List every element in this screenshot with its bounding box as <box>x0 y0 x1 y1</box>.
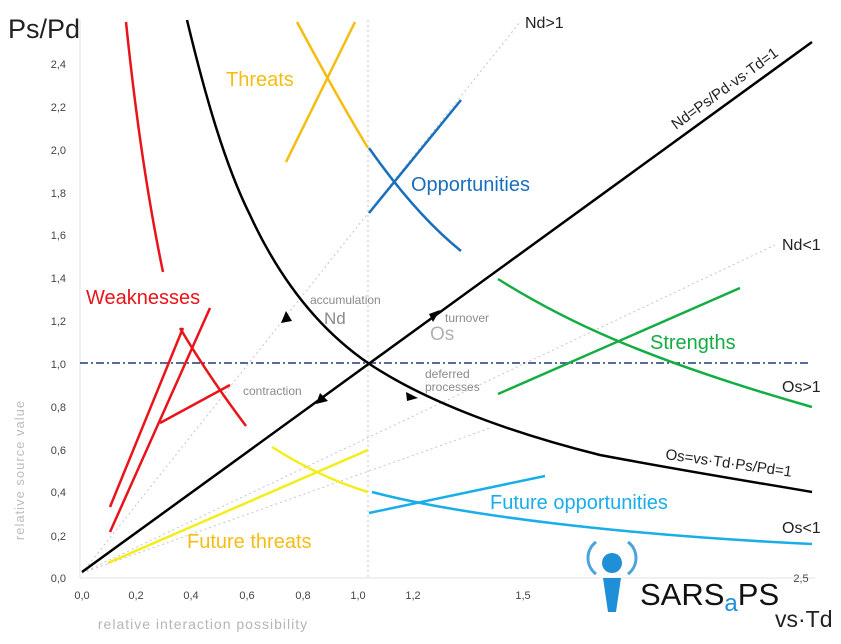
y-axis-title: Ps/Pd <box>8 14 80 44</box>
future-threats-line-falling <box>271 445 369 494</box>
x-tick: 0,0 <box>74 590 89 602</box>
y-side-label: relative source value <box>12 400 27 540</box>
y-tick: 2,2 <box>51 102 66 114</box>
lower-guide <box>81 427 491 574</box>
nd-equals-label: Nd=Ps/Pd·vs·Td=1 <box>668 45 781 134</box>
threats-lines <box>284 21 370 163</box>
opportunities-lines <box>367 99 462 252</box>
nd-equals-line <box>81 40 813 574</box>
y-tick: 1,6 <box>51 230 66 242</box>
future-threats-lines <box>107 445 369 565</box>
logo-icon <box>586 540 638 612</box>
x-tick: 1,0 <box>350 590 365 602</box>
future-opportunities-label: Future opportunities <box>490 492 668 514</box>
threats-line-rising <box>284 21 357 163</box>
future-opportunities-lines <box>368 474 813 546</box>
x-tick: 0,4 <box>183 590 198 602</box>
turnover-label: turnover <box>445 311 489 325</box>
deferred-label: deferred <box>425 367 470 381</box>
logo-text: SARSaPS <box>640 577 779 617</box>
nd-lt-label: Nd<1 <box>782 237 821 254</box>
future-threats-label: Future threats <box>187 531 312 553</box>
weaknesses-line-1 <box>108 327 185 508</box>
y-tick: 0,8 <box>51 402 66 414</box>
logo-body <box>603 578 621 612</box>
future-opportunities-line-rising <box>368 474 546 515</box>
y-tick: 0,0 <box>51 573 66 585</box>
weaknesses-line-3 <box>178 327 248 427</box>
main-curves <box>81 19 813 574</box>
os-marker-label: Os <box>430 324 454 345</box>
y-tick: 2,0 <box>51 145 66 157</box>
weaknesses-line-4 <box>159 383 231 425</box>
logo-text-part-3: PS <box>738 577 779 612</box>
y-tick: 2,4 <box>51 59 66 71</box>
y-tick: 1,8 <box>51 188 66 200</box>
sarsaps-logo: SARSaPS <box>586 540 779 617</box>
opportunities-line-rising <box>368 99 462 214</box>
nd-gt-label: Nd>1 <box>525 15 564 32</box>
x-tick: 0,2 <box>128 590 143 602</box>
x-tick-labels: 0,0 0,2 0,4 0,6 0,8 1,0 1,2 1,5 2,5 <box>74 573 808 602</box>
weaknesses-line-2 <box>108 307 212 533</box>
y-tick-labels: 0,0 0,2 0,4 0,6 0,8 1,0 1,2 1,4 1,6 1,8 … <box>51 59 66 585</box>
arrow-turnover <box>429 310 440 322</box>
contraction-label: contraction <box>243 384 302 398</box>
y-tick: 0,4 <box>51 487 66 499</box>
arrow-deferred <box>406 392 418 401</box>
threats-line-falling <box>295 21 370 149</box>
x-tick: 2,5 <box>793 573 808 585</box>
logo-arc-right <box>627 540 638 576</box>
x-tick: 1,2 <box>405 590 420 602</box>
y-tick: 1,0 <box>51 359 66 371</box>
guide-lines <box>81 20 776 578</box>
x-bottom-label: relative interaction possibility <box>98 616 308 632</box>
weaknesses-lines <box>108 21 248 533</box>
arrow-accumulation <box>281 311 292 323</box>
accumulation-label: accumulation <box>310 293 381 307</box>
arrow-contraction <box>316 393 328 404</box>
os-equals-curve <box>185 19 813 494</box>
processes-label: processes <box>425 380 480 394</box>
logo-arc-left <box>586 540 597 576</box>
x-tick: 0,8 <box>295 590 310 602</box>
nd-marker-label: Nd <box>324 309 346 328</box>
os-gt-label: Os>1 <box>782 379 821 396</box>
direction-arrows <box>281 310 440 404</box>
strengths-lines <box>497 277 813 409</box>
weaknesses-label: Weaknesses <box>86 287 200 309</box>
opportunities-label: Opportunities <box>411 174 530 196</box>
os-equals-label: Os=vs·Td·Ps/Pd=1 <box>664 446 793 481</box>
process-annotations: accumulation Nd turnover Os contraction … <box>243 293 489 398</box>
x-tick: 1,5 <box>515 590 530 602</box>
strengths-label: Strengths <box>650 332 736 354</box>
threats-label: Threats <box>226 69 294 91</box>
x-tick: 0,6 <box>239 590 254 602</box>
y-tick: 0,6 <box>51 445 66 457</box>
logo-text-part-2: a <box>724 590 738 617</box>
opportunities-line-falling <box>367 147 462 252</box>
x-axis-title: vs·Td <box>775 606 833 632</box>
future-opportunities-line-falling <box>371 490 813 546</box>
os-lt-label: Os<1 <box>782 520 821 537</box>
logo-text-part-1: SARS <box>640 577 724 612</box>
nd-gt-guide <box>81 21 521 574</box>
logo-head <box>602 553 622 573</box>
y-tick: 1,4 <box>51 273 66 285</box>
weaknesses-steep-curve <box>124 21 165 273</box>
y-tick: 0,2 <box>51 531 66 543</box>
strengths-line-falling <box>497 277 813 409</box>
future-threats-line-rising <box>107 448 369 565</box>
y-tick: 1,2 <box>51 316 66 328</box>
